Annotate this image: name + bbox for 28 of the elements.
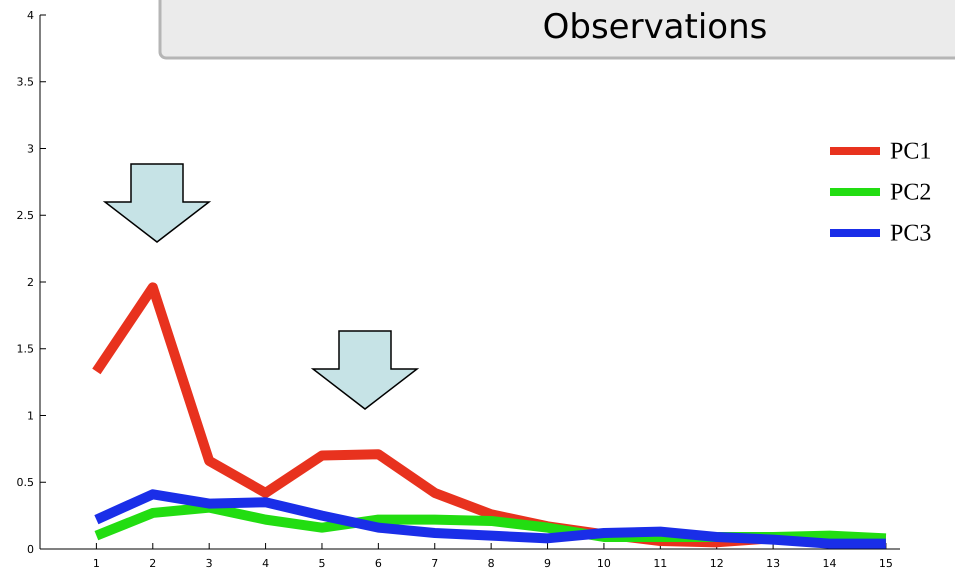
x-tick-label: 6 <box>374 557 382 570</box>
x-tick-label: 14 <box>822 557 837 570</box>
x-tick-label: 13 <box>766 557 780 570</box>
x-tick-label: 11 <box>653 557 668 570</box>
x-tick-label: 12 <box>710 557 724 570</box>
y-tick-label: 3.5 <box>16 76 34 89</box>
x-tick-label: 1 <box>92 557 100 570</box>
x-tick-label: 7 <box>431 557 438 570</box>
y-tick-label: 2 <box>27 276 34 289</box>
y-tick-label: 1 <box>27 409 34 422</box>
chart-title: Observations <box>542 7 768 47</box>
legend-label: PC3 <box>890 220 932 247</box>
y-tick-label: 0 <box>27 542 34 556</box>
x-tick-label: 9 <box>544 557 552 570</box>
x-tick-label: 3 <box>206 557 213 570</box>
legend-label: PC1 <box>890 138 932 165</box>
y-tick-label: 2.5 <box>16 209 34 222</box>
y-tick-label: 1.5 <box>16 342 34 356</box>
x-tick-label: 15 <box>878 557 893 570</box>
x-tick-label: 10 <box>596 557 611 570</box>
x-tick-label: 2 <box>149 557 156 570</box>
y-tick-label: 0.5 <box>16 476 34 490</box>
legend-label: PC2 <box>890 180 932 206</box>
x-tick-label: 4 <box>262 557 270 570</box>
x-tick-label: 5 <box>318 557 326 570</box>
y-tick-label: 4 <box>27 8 34 22</box>
x-tick-label: 8 <box>488 557 495 570</box>
y-tick-label: 3 <box>27 142 34 156</box>
